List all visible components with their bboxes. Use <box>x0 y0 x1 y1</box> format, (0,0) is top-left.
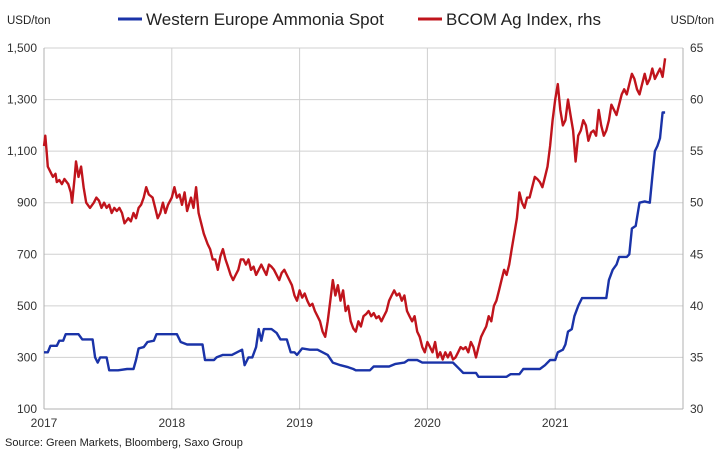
right-tick-label: 65 <box>690 41 704 55</box>
left-tick-label: 500 <box>17 299 37 313</box>
right-tick-label: 50 <box>690 196 704 210</box>
series-lines <box>42 58 667 378</box>
left-tick-label: 1,300 <box>7 93 37 107</box>
ammonia-spot-line <box>44 111 666 378</box>
legend: Western Europe Ammonia Spot BCOM Ag Index… <box>118 10 601 29</box>
right-axis-unit: USD/ton <box>671 15 714 27</box>
x-tick-label: 2019 <box>286 416 313 430</box>
right-tick-label: 30 <box>690 402 704 416</box>
axes: 100 300 500 700 900 1,100 1,300 1,500 30 35 40 45 50… <box>7 41 704 430</box>
left-tick-label: 1,500 <box>7 41 37 55</box>
left-tick-label: 300 <box>17 350 37 364</box>
left-tick-label: 900 <box>17 196 37 210</box>
legend-ammonia-label: Western Europe Ammonia Spot <box>146 10 384 29</box>
left-tick-label: 1,100 <box>7 144 37 158</box>
right-tick-label: 55 <box>690 144 704 158</box>
grid <box>43 47 683 410</box>
right-tick-label: 45 <box>690 247 704 261</box>
right-tick-label: 35 <box>690 350 704 364</box>
legend-ammonia: Western Europe Ammonia Spot <box>118 10 384 29</box>
source-note: Source: Green Markets, Bloomberg, Saxo G… <box>5 437 243 449</box>
left-tick-label: 100 <box>17 402 37 416</box>
left-tick-label: 700 <box>17 247 37 261</box>
legend-bcom-label: BCOM Ag Index, rhs <box>446 10 601 29</box>
x-tick-label: 2018 <box>158 416 185 430</box>
x-tick-label: 2020 <box>414 416 441 430</box>
bcom-ag-index-line <box>42 58 667 361</box>
right-tick-label: 60 <box>690 93 704 107</box>
x-tick-label: 2021 <box>542 416 569 430</box>
left-axis-unit: USD/ton <box>7 15 50 27</box>
legend-bcom: BCOM Ag Index, rhs <box>418 10 601 29</box>
right-tick-label: 40 <box>690 299 704 313</box>
x-tick-label: 2017 <box>31 416 58 430</box>
